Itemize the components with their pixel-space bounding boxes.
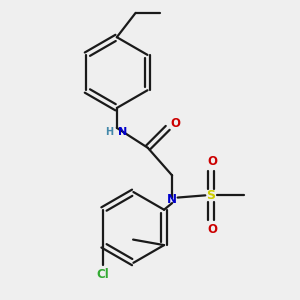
Text: N: N [118, 127, 127, 137]
Text: Cl: Cl [96, 268, 109, 281]
Text: N: N [167, 193, 177, 206]
Text: O: O [170, 117, 180, 130]
Text: O: O [207, 154, 217, 168]
Text: H: H [105, 127, 113, 137]
Text: O: O [207, 223, 217, 236]
Text: S: S [206, 189, 215, 202]
